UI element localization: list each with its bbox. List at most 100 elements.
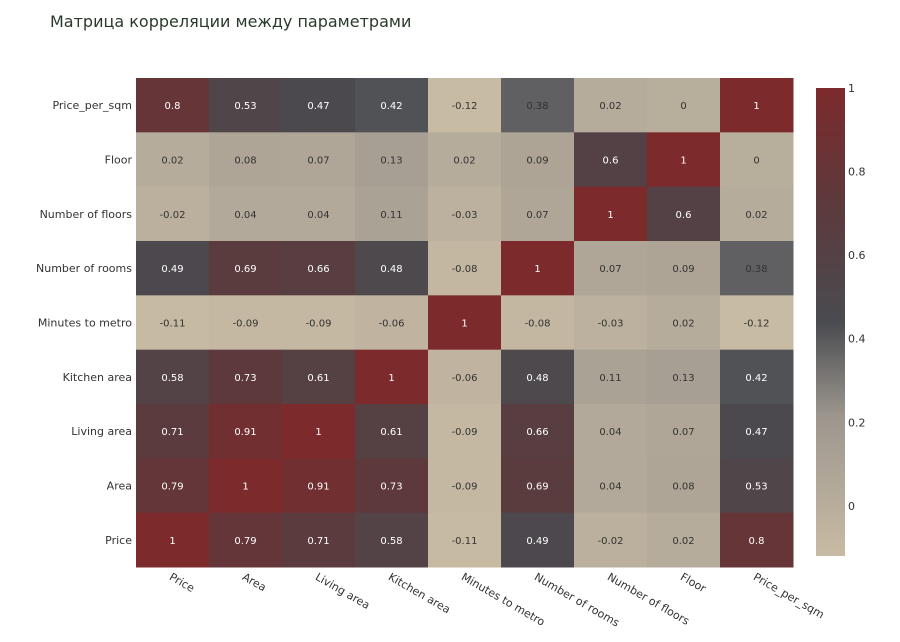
heatmap-cell [647,241,721,296]
cell-value-label: 0.08 [234,156,256,167]
cell-value-label: 0.13 [672,373,694,384]
heatmap-cell [428,241,502,296]
heatmap-cell [355,132,429,188]
heatmap-cell [647,295,721,351]
cell-value-label: -0.11 [452,536,478,547]
cell-value-label: 0.69 [526,482,548,493]
cell-value-label: 0.8 [165,101,181,112]
cell-value-label: -0.03 [452,210,478,221]
y-tick-label: Price [105,534,132,547]
cell-value-label: 0.08 [672,482,694,493]
cell-value-label: 0.07 [599,264,621,275]
heatmap-cell [136,512,210,568]
x-tick-label: Area [240,570,268,594]
heatmap-cell [574,241,648,296]
heatmap-cell [501,132,575,188]
cell-value-label: -0.06 [452,373,478,384]
heatmap-cell [501,458,575,514]
heatmap-cell [428,295,502,351]
heatmap-cell [209,241,283,296]
heatmap-cell [647,458,721,514]
heatmap-cell [720,186,794,242]
heatmap-cell [136,458,210,514]
heatmap-cell [355,295,429,351]
cell-value-label: 0.02 [745,210,767,221]
heatmap-cell [282,458,356,514]
heatmap-cell [136,78,210,133]
x-tick-label: Price [167,570,197,595]
colorbar-tick-label: 0 [848,500,855,513]
heatmap-cell [282,295,356,351]
heatmap-cell [647,404,721,459]
heatmap-cell [720,295,794,351]
cell-value-label: -0.08 [452,264,478,275]
cell-value-label: 0.47 [745,427,767,438]
heatmap-cell [209,404,283,459]
heatmap-cell [209,512,283,568]
heatmap-cell [355,512,429,568]
colorbar-tick-label: 1 [848,82,855,95]
cell-value-label: -0.12 [744,319,770,330]
colorbar [816,88,845,556]
heatmap-cell [501,404,575,459]
cell-value-label: 0.42 [380,101,402,112]
heatmap-cell [428,78,502,133]
chart-title: Матрица корреляции между параметрами [50,12,412,31]
cell-value-label: 0.09 [672,264,694,275]
heatmap-cell [574,512,648,568]
cell-value-label: -0.09 [306,319,332,330]
cell-value-label: 0.49 [161,264,183,275]
cell-value-label: 0.02 [599,101,621,112]
y-tick-label: Number of floors [40,208,133,221]
cell-value-label: 0.53 [745,482,767,493]
heatmap-cell [355,404,429,459]
heatmap-cell [501,295,575,351]
heatmap-cell [428,404,502,459]
heatmap-cell [428,186,502,242]
cell-value-label: 0.91 [307,482,329,493]
cell-value-label: 0.6 [603,156,619,167]
cell-value-label: 1 [315,427,321,438]
cell-value-label: -0.11 [160,319,186,330]
cell-value-label: -0.12 [452,101,478,112]
heatmap-cell [355,78,429,133]
heatmap-cell [720,78,794,133]
y-tick-label: Kitchen area [63,371,132,384]
cell-value-label: 0.11 [599,373,621,384]
cell-value-label: 0.07 [672,427,694,438]
x-tick-label: Price_per_sqm [751,570,826,621]
colorbar-tick-label: 0.2 [848,416,866,429]
cell-value-label: 0.58 [380,536,402,547]
colorbar-tick-label: 0.6 [848,249,866,262]
heatmap-cell [720,458,794,514]
cell-value-label: 0.07 [307,156,329,167]
heatmap-cell [136,241,210,296]
cell-value-label: 0.73 [380,482,402,493]
cell-value-label: 0.02 [672,536,694,547]
cell-value-label: 0.04 [599,427,621,438]
heatmap-cell [501,186,575,242]
cell-value-label: 0.61 [307,373,329,384]
y-tick-label: Minutes to metro [38,317,132,330]
heatmap-cell [355,349,429,405]
heatmap-cell [501,78,575,133]
cell-value-label: 0.02 [453,156,475,167]
x-tick-label: Kitchen area [386,570,453,616]
x-tick-label: Living area [313,570,372,612]
cell-value-label: 0.04 [307,210,329,221]
cell-value-label: 0.13 [380,156,402,167]
cell-value-label: 0 [680,101,686,112]
heatmap-cell [574,132,648,188]
cell-value-label: 1 [169,536,175,547]
heatmap-cell [136,295,210,351]
heatmap-cell [355,458,429,514]
x-tick-label: Floor [678,570,709,595]
heatmap-cell [647,132,721,188]
cell-value-label: 0.11 [380,210,402,221]
heatmap-cell [647,512,721,568]
cell-value-label: 0.66 [307,264,329,275]
heatmap-cell [501,241,575,296]
y-tick-label: Number of rooms [36,262,132,275]
cell-value-label: 0.73 [234,373,256,384]
cell-value-label: 1 [388,373,394,384]
